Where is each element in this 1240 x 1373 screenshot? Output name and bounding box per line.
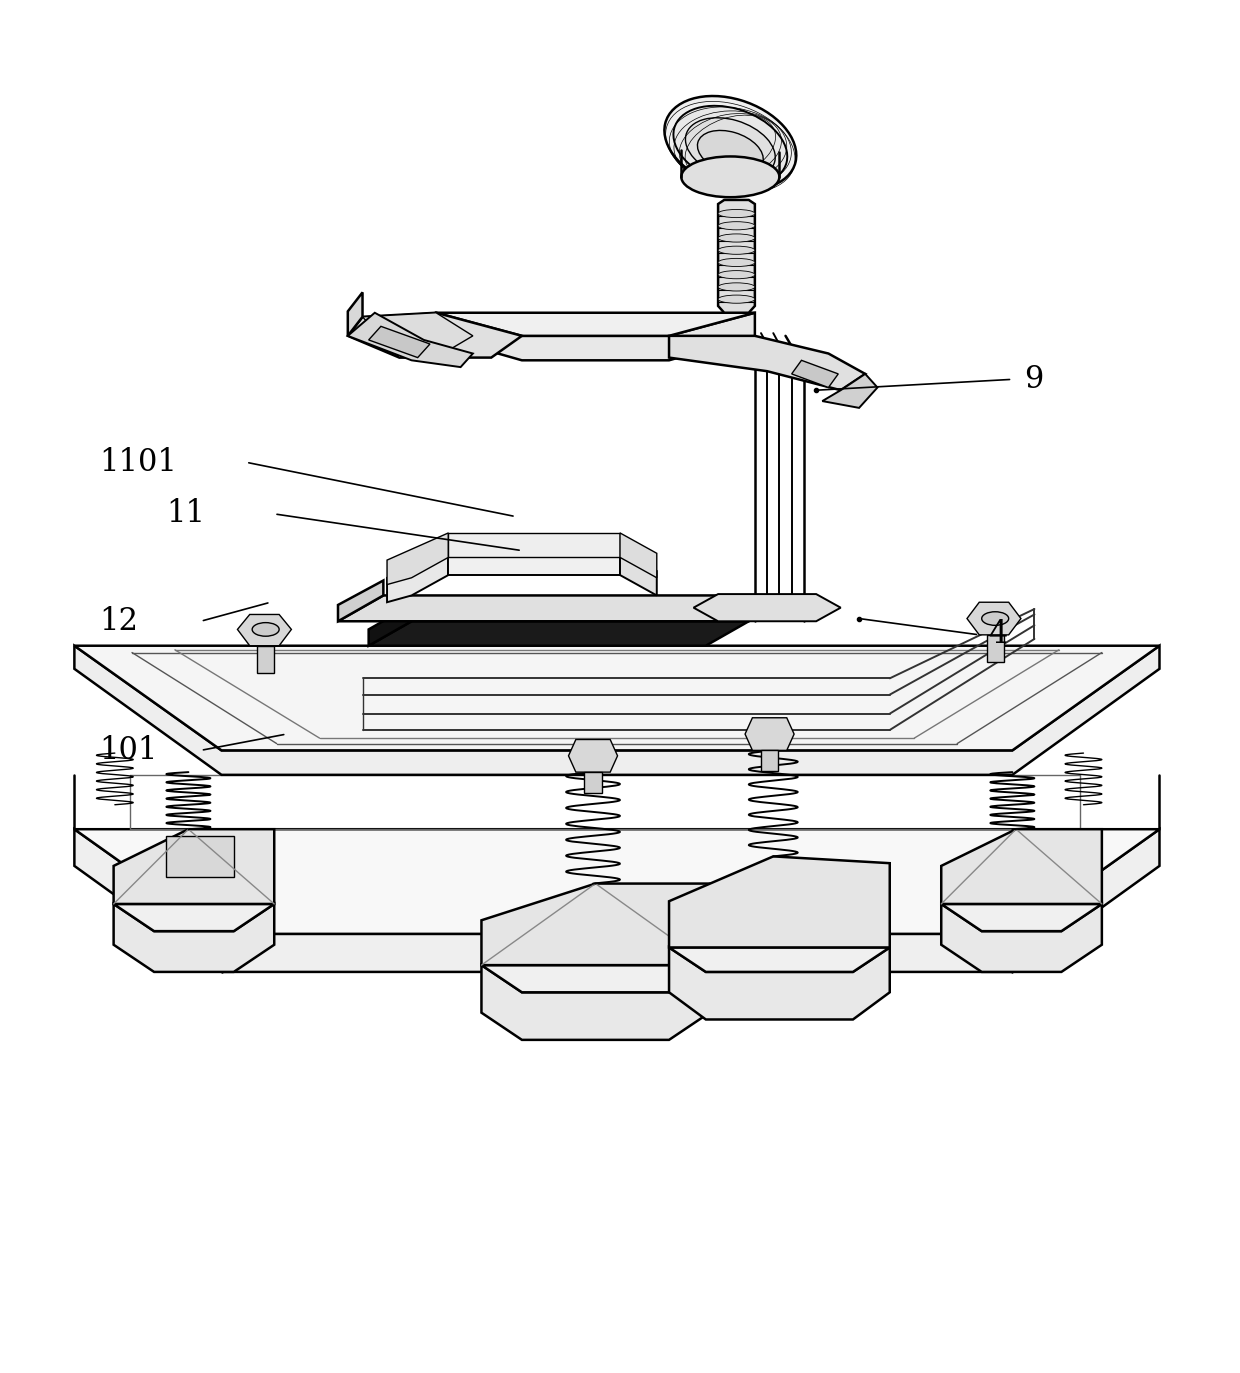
Ellipse shape [718,283,755,291]
Polygon shape [941,903,1102,931]
Polygon shape [481,884,709,965]
Polygon shape [941,829,1102,903]
Polygon shape [114,903,274,972]
Ellipse shape [681,157,780,198]
Polygon shape [347,313,522,357]
Polygon shape [436,313,755,336]
Polygon shape [114,829,274,903]
Bar [257,645,274,673]
Polygon shape [449,551,620,575]
Polygon shape [347,313,472,367]
Polygon shape [670,336,866,390]
Polygon shape [941,903,1102,972]
Polygon shape [822,373,878,408]
Bar [987,634,1003,662]
Polygon shape [166,836,234,877]
Polygon shape [368,605,412,645]
Polygon shape [347,292,362,336]
Text: 11: 11 [166,498,206,530]
Polygon shape [967,603,1021,634]
Bar [761,751,779,770]
Ellipse shape [718,246,755,254]
Polygon shape [670,947,890,972]
Ellipse shape [982,612,1008,625]
Ellipse shape [718,210,755,217]
Polygon shape [670,857,890,947]
Polygon shape [339,581,383,621]
Ellipse shape [686,118,775,178]
Ellipse shape [718,295,755,303]
Polygon shape [237,615,291,645]
Polygon shape [387,551,449,603]
Text: 101: 101 [99,735,157,766]
Polygon shape [718,200,755,313]
Text: 4: 4 [988,619,1007,651]
Polygon shape [568,740,618,772]
Polygon shape [114,903,274,931]
Polygon shape [620,533,657,578]
Bar [584,772,601,792]
Text: 9: 9 [1024,364,1044,395]
Text: 12: 12 [99,605,138,637]
Polygon shape [368,327,430,357]
Ellipse shape [718,221,755,229]
Ellipse shape [665,96,796,189]
Polygon shape [436,313,755,360]
Polygon shape [620,551,657,596]
Ellipse shape [252,622,279,636]
Ellipse shape [718,270,755,279]
Polygon shape [362,313,472,357]
Polygon shape [339,596,794,621]
Polygon shape [74,645,1159,774]
Polygon shape [693,595,841,621]
Polygon shape [368,621,749,645]
Ellipse shape [697,130,764,174]
Ellipse shape [718,258,755,266]
Polygon shape [74,829,1159,972]
Polygon shape [791,360,838,387]
Polygon shape [481,965,709,993]
Polygon shape [745,718,794,751]
Polygon shape [74,645,1159,751]
Polygon shape [670,947,890,1020]
Polygon shape [449,533,620,557]
Polygon shape [387,533,449,585]
Polygon shape [74,829,1159,934]
Ellipse shape [673,106,787,185]
Ellipse shape [718,233,755,242]
Text: 1101: 1101 [99,446,177,478]
Polygon shape [481,965,709,1039]
